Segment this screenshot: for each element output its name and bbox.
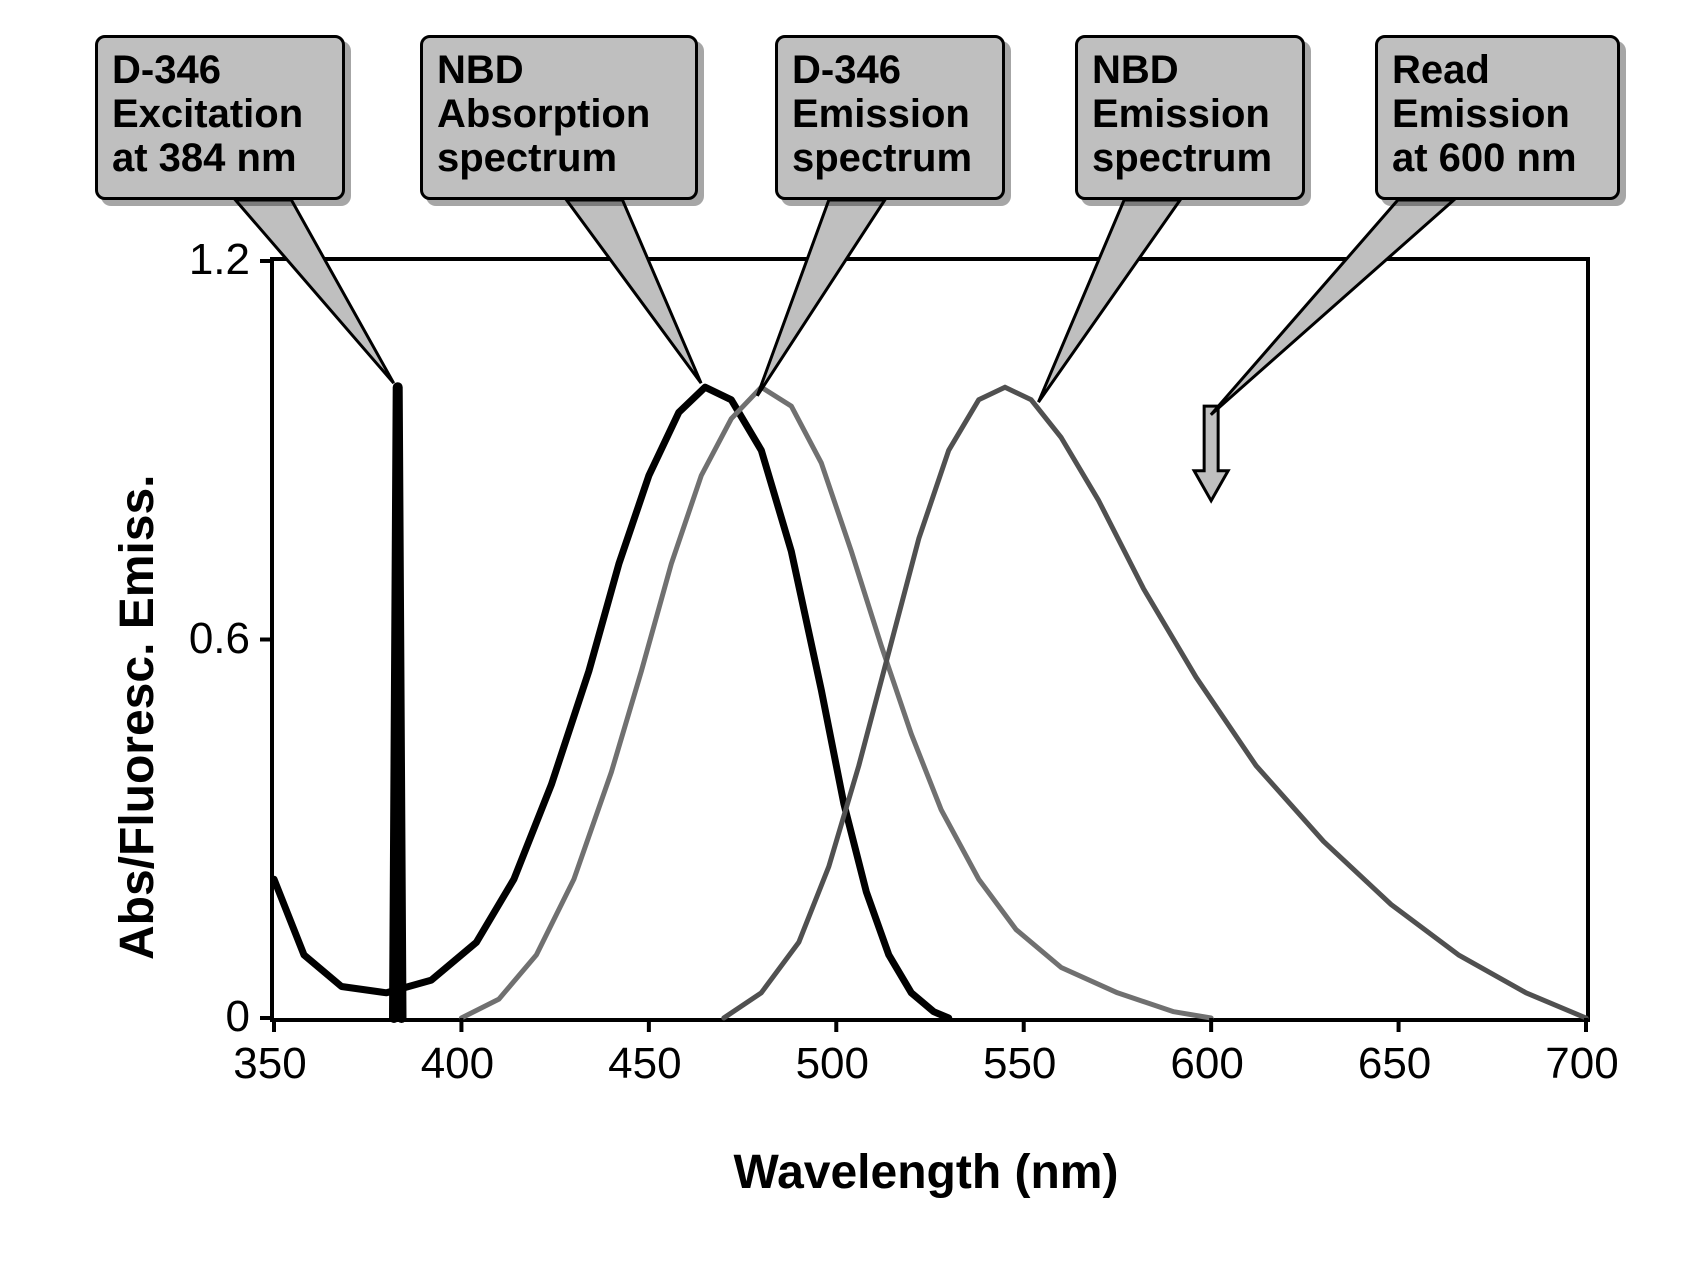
- y-axis-label: Abs/Fluoresc. Emiss.: [110, 260, 165, 960]
- callout-line: NBD: [437, 48, 681, 92]
- series-d346-excitation-line: [394, 387, 402, 1018]
- read-emission-arrow-icon: [1194, 406, 1228, 501]
- plot-svg: [274, 261, 1586, 1018]
- x-tick-label: 400: [397, 1039, 517, 1089]
- callout-d346-excitation: D-346Excitationat 384 nm: [95, 35, 345, 200]
- y-tick-label: 0: [160, 992, 250, 1042]
- callout-line: spectrum: [437, 136, 681, 180]
- callout-nbd-emission: NBDEmissionspectrum: [1075, 35, 1305, 200]
- x-tick-label: 550: [960, 1039, 1080, 1089]
- figure-container: { "layout": { "width_px": 1694, "height_…: [0, 0, 1694, 1267]
- callout-read-emission: ReadEmissionat 600 nm: [1375, 35, 1620, 200]
- callout-line: NBD: [1092, 48, 1288, 92]
- callout-row: D-346Excitationat 384 nmNBDAbsorptionspe…: [0, 30, 1694, 220]
- callout-line: at 384 nm: [112, 136, 328, 180]
- y-tick-label: 1.2: [160, 235, 250, 285]
- callout-line: Emission: [792, 92, 988, 136]
- callout-line: spectrum: [792, 136, 988, 180]
- callout-d346-emission: D-346Emissionspectrum: [775, 35, 1005, 200]
- x-tick-label: 500: [772, 1039, 892, 1089]
- x-tick-label: 350: [210, 1039, 330, 1089]
- series-nbd-absorption: [274, 387, 949, 1018]
- series-nbd-emission: [724, 387, 1586, 1018]
- callout-line: at 600 nm: [1392, 136, 1603, 180]
- series-d346-emission: [461, 387, 1211, 1018]
- callout-line: Emission: [1092, 92, 1288, 136]
- x-tick-label: 450: [585, 1039, 705, 1089]
- callout-line: spectrum: [1092, 136, 1288, 180]
- callout-line: D-346: [792, 48, 988, 92]
- callout-line: Absorption: [437, 92, 681, 136]
- callout-line: Excitation: [112, 92, 328, 136]
- plot-area: [270, 257, 1590, 1022]
- callout-line: Emission: [1392, 92, 1603, 136]
- callout-line: Read: [1392, 48, 1603, 92]
- x-tick-label: 600: [1147, 1039, 1267, 1089]
- callout-line: D-346: [112, 48, 328, 92]
- callout-nbd-absorption: NBDAbsorptionspectrum: [420, 35, 698, 200]
- y-tick-label: 0.6: [160, 614, 250, 664]
- x-tick-label: 700: [1522, 1039, 1642, 1089]
- x-tick-label: 650: [1335, 1039, 1455, 1089]
- x-axis-label: Wavelength (nm): [270, 1145, 1582, 1200]
